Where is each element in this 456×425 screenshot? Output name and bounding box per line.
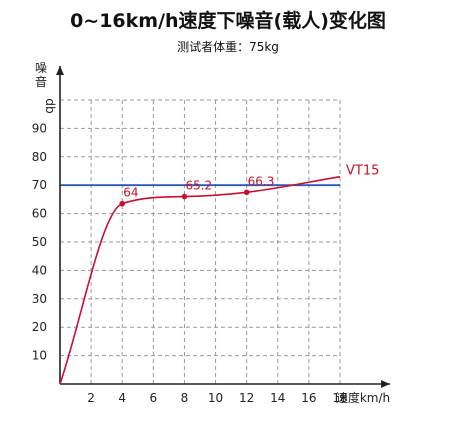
grid bbox=[60, 99, 341, 384]
x-tick-label: 4 bbox=[118, 391, 126, 405]
y-axis-arrow-icon bbox=[56, 66, 64, 75]
y-tick-label: 20 bbox=[32, 320, 47, 334]
data-point bbox=[243, 189, 250, 196]
data-point bbox=[119, 200, 126, 207]
x-tick-label: 10 bbox=[208, 391, 223, 405]
data-label: 64 bbox=[123, 186, 138, 200]
data-label: 65.2 bbox=[185, 179, 212, 193]
x-tick-label: 6 bbox=[150, 391, 158, 405]
series-layer bbox=[59, 175, 341, 385]
x-tick-label: 16 bbox=[301, 391, 316, 405]
x-tick-label: 2 bbox=[87, 391, 95, 405]
y-axis-label: 噪音 db bbox=[35, 61, 57, 114]
y-axis-label-char: 噪 bbox=[35, 61, 47, 75]
y-tick-label: 40 bbox=[32, 263, 47, 277]
data-label: 66.3 bbox=[248, 174, 275, 188]
y-tick-label: 50 bbox=[32, 235, 47, 249]
x-tick-label: 14 bbox=[270, 391, 285, 405]
series-line-vt15 bbox=[59, 175, 341, 385]
x-tick-label: 8 bbox=[181, 391, 189, 405]
x-tick-label: 12 bbox=[239, 391, 254, 405]
chart-title: 0~16km/h速度下噪音(载人)变化图 bbox=[70, 10, 386, 32]
tick-labels: 2 4 6 8 10 12 14 16 18 10 20 30 40 50 60 70 80 90 bbox=[32, 121, 348, 405]
y-tick-label: 70 bbox=[32, 178, 47, 192]
data-point bbox=[181, 193, 188, 200]
series-label-vt15: VT15 bbox=[346, 164, 379, 179]
y-tick-label: 60 bbox=[32, 207, 47, 221]
axes bbox=[56, 66, 390, 388]
y-axis-label-char: 音 bbox=[35, 74, 47, 89]
y-axis-label-unit: db bbox=[43, 98, 57, 113]
y-tick-label: 80 bbox=[32, 150, 47, 164]
y-tick-label: 30 bbox=[32, 292, 47, 306]
y-tick-label: 10 bbox=[32, 349, 47, 363]
chart-subtitle: 测试者体重：75kg bbox=[177, 40, 279, 54]
x-axis-label: 速度km/h bbox=[336, 390, 390, 405]
x-tick-label: 18 bbox=[332, 391, 347, 405]
x-axis-arrow-icon bbox=[381, 380, 390, 388]
y-tick-label: 90 bbox=[32, 121, 47, 135]
